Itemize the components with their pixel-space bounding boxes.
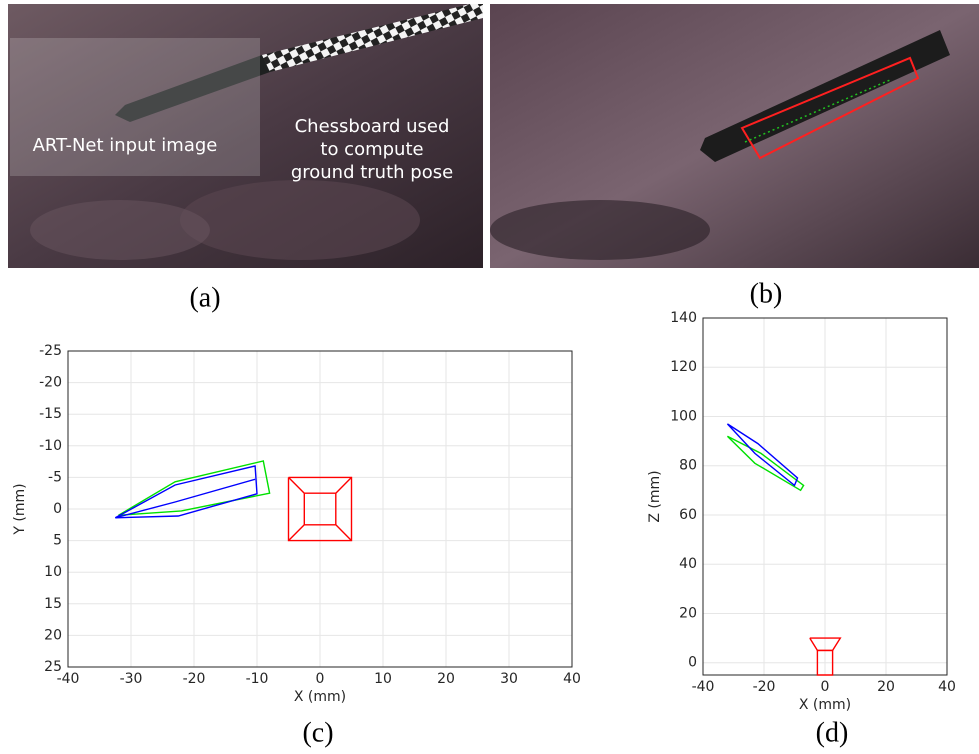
x-tick-label: 20 — [877, 679, 895, 695]
x-tick-label: -40 — [57, 671, 80, 687]
series-line — [816, 649, 834, 676]
y-tick-label: 60 — [679, 507, 697, 523]
x-axis-label: X (mm) — [294, 689, 346, 705]
caption: (a) — [189, 282, 220, 313]
photo-label: ART-Net input image — [33, 135, 218, 156]
photo-label: to compute — [320, 139, 423, 160]
x-tick-label: 40 — [563, 671, 581, 687]
x-tick-label: 30 — [500, 671, 518, 687]
photo-a: ART-Net input image Chessboard used to c… — [8, 4, 483, 268]
y-tick-label: -15 — [39, 406, 62, 422]
y-tick-label: 0 — [688, 655, 697, 671]
series-line — [288, 476, 352, 542]
photo-label: ground truth pose — [291, 162, 453, 183]
y-tick-label: -20 — [39, 375, 62, 391]
x-tick-label: 0 — [316, 671, 325, 687]
y-tick-label: 25 — [44, 659, 62, 675]
y-tick-label: 0 — [53, 501, 62, 517]
y-tick-label: 20 — [679, 605, 697, 621]
x-tick-label: -10 — [246, 671, 269, 687]
x-tick-label: 10 — [374, 671, 392, 687]
photo-b — [490, 4, 979, 268]
y-tick-label: 80 — [679, 458, 697, 474]
x-tick-label: -20 — [183, 671, 206, 687]
caption: (b) — [750, 278, 783, 309]
y-tick-label: -5 — [48, 469, 62, 485]
series-line — [115, 478, 256, 519]
y-tick-label: -10 — [39, 438, 62, 454]
x-tick-label: 40 — [938, 679, 956, 695]
x-axis-label: X (mm) — [799, 697, 851, 713]
y-tick-label: 5 — [53, 533, 62, 549]
y-axis-label: Z (mm) — [647, 470, 663, 522]
caption: (d) — [816, 717, 849, 748]
series-line — [118, 460, 271, 516]
y-tick-label: 120 — [670, 359, 697, 375]
y-tick-label: 15 — [44, 596, 62, 612]
x-tick-label: 0 — [821, 679, 830, 695]
x-tick-label: 20 — [437, 671, 455, 687]
y-axis-label: Y (mm) — [12, 483, 28, 535]
series-line — [726, 423, 799, 487]
x-tick-label: -30 — [120, 671, 143, 687]
y-tick-label: 40 — [679, 556, 697, 572]
series-line — [726, 435, 805, 492]
series-line — [114, 465, 258, 519]
photo-label: Chessboard used — [295, 116, 450, 137]
caption: (c) — [302, 717, 333, 748]
y-tick-label: 20 — [44, 627, 62, 643]
x-tick-label: -20 — [753, 679, 776, 695]
y-tick-label: 100 — [670, 408, 697, 424]
y-tick-label: 140 — [670, 310, 697, 326]
y-tick-label: 10 — [44, 564, 62, 580]
x-tick-label: -40 — [692, 679, 715, 695]
axes-frame — [67, 350, 573, 668]
y-tick-label: -25 — [39, 343, 62, 359]
